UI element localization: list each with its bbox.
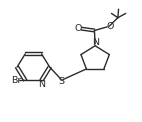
- Text: N: N: [38, 80, 45, 89]
- Text: N: N: [92, 38, 99, 47]
- Text: Br: Br: [11, 76, 22, 85]
- Text: O: O: [75, 24, 82, 33]
- Text: O: O: [106, 22, 114, 31]
- Text: S: S: [59, 77, 65, 86]
